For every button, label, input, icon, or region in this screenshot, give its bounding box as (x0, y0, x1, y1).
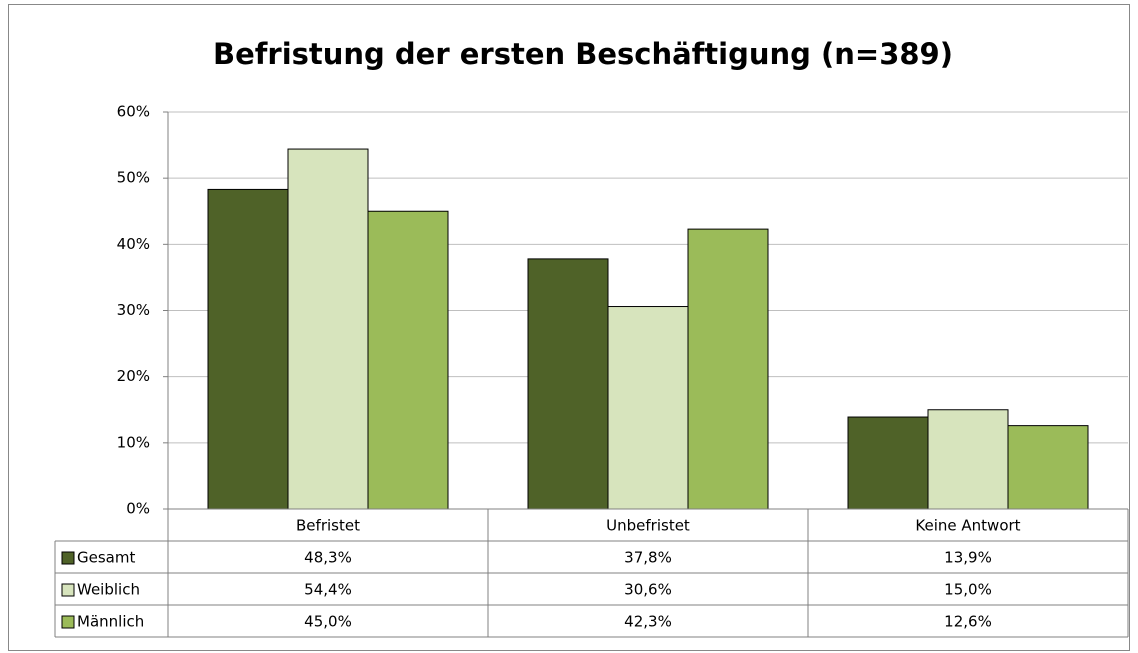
y-tick-label: 20% (117, 367, 150, 385)
data-label: 37,8% (624, 549, 672, 567)
y-tick-label: 40% (117, 235, 150, 253)
data-label: 15,0% (944, 581, 992, 599)
x-tick-label: Befristet (296, 517, 360, 535)
x-tick-label: Keine Antwort (915, 517, 1020, 535)
bar (207, 188, 289, 510)
legend-key (61, 583, 75, 597)
data-label: 45,0% (304, 613, 352, 631)
bar (927, 409, 1009, 510)
data-label: 54,4% (304, 581, 352, 599)
y-tick-label: 30% (117, 301, 150, 319)
bar (527, 258, 609, 510)
chart-title: Befristung der ersten Beschäftigung (n=3… (213, 37, 953, 71)
y-tick-label: 0% (126, 500, 150, 518)
legend-key (61, 615, 75, 629)
bar (847, 416, 929, 510)
data-label: 13,9% (944, 549, 992, 567)
x-tick-label: Unbefristet (606, 517, 690, 535)
data-label: 42,3% (624, 613, 672, 631)
legend-label: Männlich (77, 613, 144, 631)
y-tick-label: 50% (117, 169, 150, 187)
y-tick-label: 10% (117, 433, 150, 451)
data-label: 48,3% (304, 549, 352, 567)
legend-label: Gesamt (77, 549, 135, 567)
legend-key (61, 551, 75, 565)
bar (687, 228, 769, 510)
bar (1007, 425, 1089, 510)
bar (367, 210, 449, 510)
data-label: 12,6% (944, 613, 992, 631)
y-tick-label: 60% (117, 103, 150, 121)
bar (607, 306, 689, 510)
data-label: 30,6% (624, 581, 672, 599)
bar (287, 148, 369, 510)
legend-label: Weiblich (77, 581, 140, 599)
